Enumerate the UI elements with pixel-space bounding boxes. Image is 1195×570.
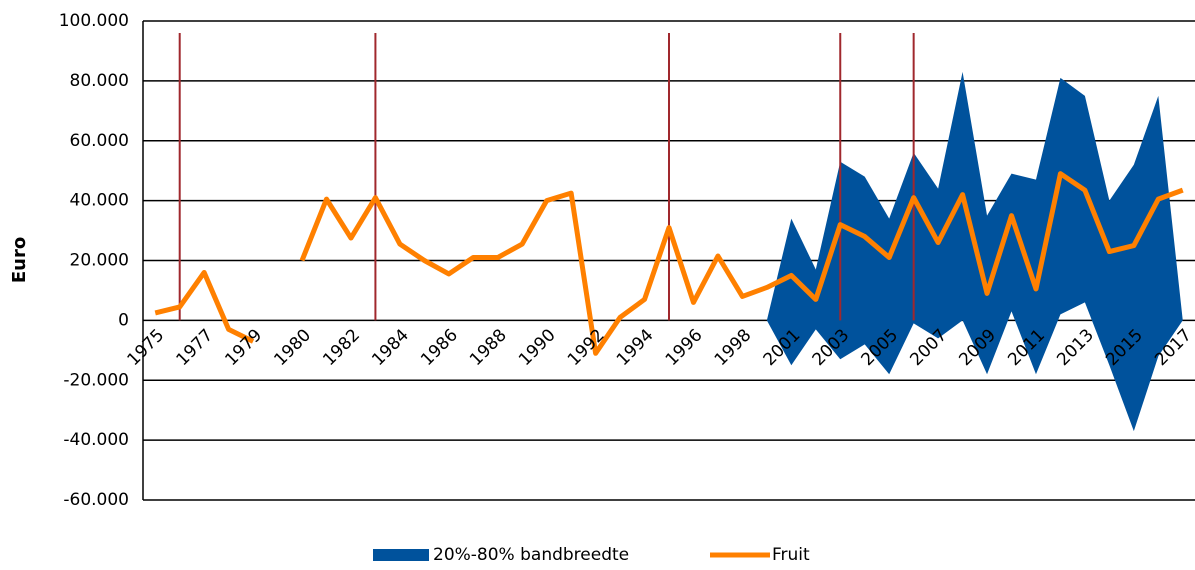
x-tick-label: 1982: [319, 325, 364, 370]
legend-swatch: [373, 549, 429, 561]
x-tick-label: 1977: [172, 325, 217, 370]
y-tick-label: -60.000: [63, 490, 129, 510]
y-tick-label: -40.000: [63, 430, 129, 450]
x-tick-label: 1986: [417, 325, 462, 370]
x-tick-label: 1979: [221, 325, 266, 370]
y-tick-label: -20.000: [63, 370, 129, 390]
x-tick-label: 1994: [613, 325, 658, 370]
x-tick-label: 1984: [368, 325, 413, 370]
legend-label: 20%-80% bandbreedte: [433, 545, 629, 565]
x-tick-label: 1998: [711, 325, 756, 370]
y-tick-label: 40.000: [70, 191, 129, 211]
y-tick-label: 0: [118, 310, 129, 330]
y-axis-label: Euro: [9, 237, 30, 283]
x-tick-label: 1996: [662, 325, 707, 370]
legend-label: Fruit: [772, 545, 810, 565]
y-tick-label: 80.000: [70, 71, 129, 91]
x-tick-label: 1975: [124, 325, 169, 370]
x-tick-label: 2013: [1053, 325, 1098, 370]
y-tick-label: 60.000: [70, 131, 129, 151]
line-series: [154, 171, 1184, 356]
x-tick-label: 1980: [270, 325, 315, 370]
y-tick-label: 20.000: [70, 251, 129, 271]
y-tick-label: 100.000: [59, 11, 129, 31]
x-tick-label: 1990: [515, 325, 560, 370]
x-tick-label: 1988: [466, 325, 511, 370]
